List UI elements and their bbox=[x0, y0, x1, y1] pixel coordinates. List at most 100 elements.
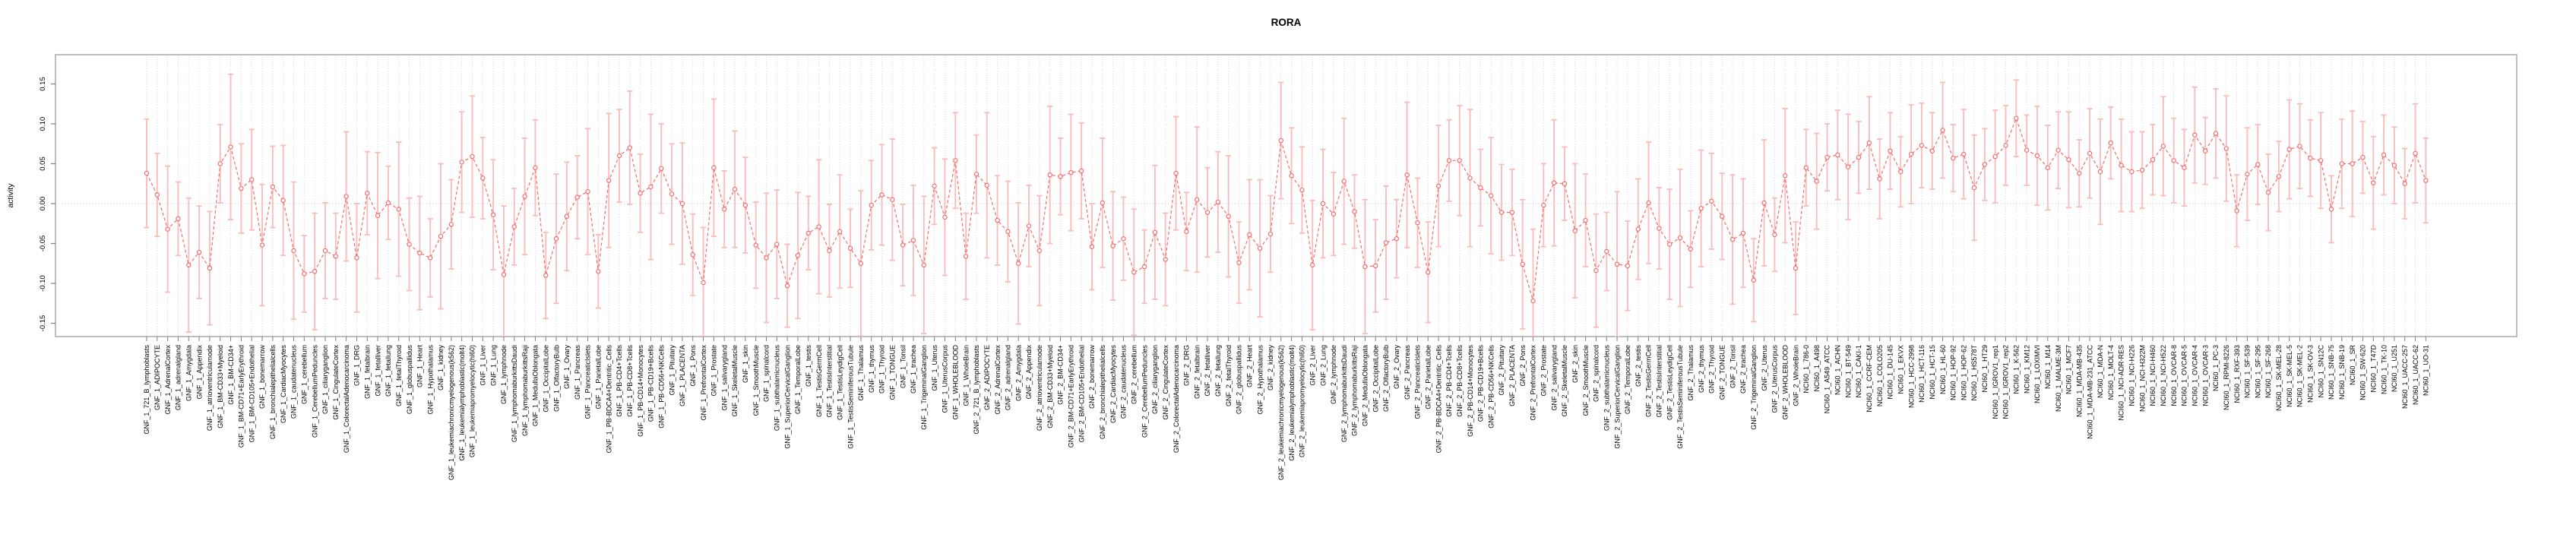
x-tick-label: GNF_1_atrioventricularnode bbox=[206, 345, 214, 431]
data-point bbox=[2045, 165, 2050, 170]
x-tick-label: GNF_2_Ovary bbox=[1393, 345, 1400, 390]
x-tick-label: GNF_1_leukemialymphoblastic(molt4) bbox=[458, 345, 466, 461]
data-point bbox=[207, 265, 213, 271]
y-axis-label: activity bbox=[6, 183, 15, 208]
x-tick-label: GNF_2_TONGUE bbox=[1719, 345, 1726, 400]
data-point bbox=[1992, 153, 1998, 160]
data-point bbox=[1971, 185, 1977, 191]
data-point bbox=[1257, 245, 1263, 251]
data-point bbox=[722, 207, 727, 212]
data-layer bbox=[144, 73, 2429, 337]
x-tick-label: NCI60_1_NCI-ADR-RES bbox=[2118, 345, 2125, 421]
data-point bbox=[2213, 131, 2219, 136]
data-point bbox=[2371, 180, 2376, 185]
data-point bbox=[2087, 150, 2093, 157]
x-tick-label: GNF_1_Pancreas bbox=[574, 345, 581, 400]
x-tick-label: NCI60_1_NCI-H460 bbox=[2149, 345, 2157, 406]
data-point bbox=[596, 269, 601, 274]
x-tick-label: GNF_2_Lung bbox=[1319, 345, 1327, 386]
data-point bbox=[270, 184, 276, 190]
x-tick-label: GNF_1_SkeletalMuscle bbox=[731, 345, 739, 417]
data-point bbox=[1446, 158, 1452, 163]
x-tick-label: GNF_2_Thalamus bbox=[1687, 345, 1695, 401]
x-tick-label: GNF_1_PrefrontalCortex bbox=[700, 345, 707, 421]
x-tick-label: NCI60_1_SF-295 bbox=[2254, 345, 2261, 398]
x-tick-label: GNF_1_WholeBrain bbox=[962, 345, 970, 406]
data-point bbox=[1383, 240, 1389, 245]
data-point bbox=[690, 252, 695, 258]
x-tick-label: GNF_2_leukemiapromyelocytic(hl60) bbox=[1299, 345, 1306, 457]
data-point bbox=[837, 229, 843, 234]
data-point bbox=[764, 255, 769, 261]
x-tick-label: GNF_1_lymphomaburkittsDaudi bbox=[511, 345, 518, 442]
x-tick-label: GNF_1_adrenalgland bbox=[175, 345, 182, 410]
x-tick-label: GNF_2_ADIPOCYTE bbox=[983, 345, 991, 410]
data-point bbox=[1551, 180, 1557, 185]
x-tick-label: GNF_1_SuperiorCervicalGanglion bbox=[783, 345, 791, 449]
x-tick-label: GNF_2_ColorectalAdenocarcinoma bbox=[1172, 345, 1180, 453]
x-tick-label: GNF_1_PLACENTA bbox=[679, 345, 686, 406]
x-tick-label: GNF_1_721_B_lymphoblasts bbox=[143, 345, 150, 435]
data-point bbox=[2171, 158, 2176, 163]
x-tick-label: GNF_1_Pons bbox=[689, 345, 697, 387]
x-tick-label: GNF_2_PrefrontalCortex bbox=[1530, 345, 1537, 421]
data-point bbox=[1666, 242, 1673, 247]
x-tick-label: NCI60_1_HOP-92 bbox=[1950, 345, 1957, 400]
data-point bbox=[1426, 270, 1431, 275]
data-point bbox=[574, 194, 580, 200]
x-tick-label: GNF_2_subthalamicnucleus bbox=[1603, 345, 1610, 432]
x-tick-label: GNF_1_BM-CD33+Myeloid bbox=[217, 345, 224, 428]
x-tick-label: GNF_2_Uterus bbox=[1761, 345, 1768, 391]
data-point bbox=[1877, 176, 1882, 182]
data-point bbox=[1341, 179, 1347, 184]
x-tick-label: GNF_2_fetalThyroid bbox=[1225, 345, 1233, 406]
data-point bbox=[1362, 264, 1368, 270]
x-tick-label: NCI60_1_IGROV1_rep2 bbox=[2002, 345, 2010, 419]
x-tick-label: GNF_2_DRG bbox=[1183, 345, 1191, 386]
x-tick-label: GNF_1_CingulateCortex bbox=[332, 345, 340, 420]
x-tick-label: GNF_2_PB-CD14+Monocytes bbox=[1467, 345, 1474, 437]
x-tick-label: GNF_2_BM-CD33+Myeloid bbox=[1046, 345, 1054, 428]
x-tick-label: NCI60_1_SK-MEL-5 bbox=[2286, 345, 2293, 407]
data-point bbox=[438, 233, 444, 239]
data-point bbox=[1047, 172, 1052, 178]
data-point bbox=[2391, 163, 2397, 168]
data-point bbox=[2182, 165, 2187, 170]
data-point bbox=[1761, 200, 1767, 206]
x-tick-label: GNF_2_BM-CD105+Endothelial bbox=[1078, 345, 1085, 442]
data-point bbox=[1688, 246, 1694, 252]
x-tick-label: GNF_2_Prostate bbox=[1540, 345, 1548, 397]
x-tick-label: NCI60_1_K-562 bbox=[2013, 345, 2021, 394]
data-point bbox=[1089, 244, 1095, 249]
data-point bbox=[679, 201, 685, 207]
x-tick-label: GNF_2_PancreaticIslets bbox=[1414, 345, 1422, 419]
x-tick-label: GNF_1_PB-CD8+Tcells bbox=[626, 345, 634, 417]
data-point bbox=[942, 214, 948, 220]
data-point bbox=[995, 217, 1000, 223]
x-tick-label: NCI60_1_UACC-62 bbox=[2412, 345, 2419, 405]
x-tick-label: NCI60_1_RXF-393 bbox=[2233, 345, 2241, 403]
data-point bbox=[847, 245, 853, 251]
x-tick-label: GNF_2_testis bbox=[1635, 345, 1642, 387]
x-tick-label: GNF_1_Hypothalamus bbox=[426, 345, 434, 415]
x-tick-label: NCI60_1_OVCAR-3 bbox=[2201, 345, 2209, 406]
x-tick-label: GNF_1_PB-BDCA4+Dentritic_Cells bbox=[605, 345, 612, 454]
data-point bbox=[1898, 169, 1904, 175]
x-tick-label: GNF_1_TestisSeminiferousTubule bbox=[847, 345, 854, 449]
data-point bbox=[2413, 150, 2418, 157]
data-point bbox=[1278, 138, 1283, 144]
data-point bbox=[1740, 230, 1746, 236]
x-tick-label: GNF_1_Ovary bbox=[563, 345, 571, 390]
data-point bbox=[1583, 217, 1588, 223]
x-tick-label: NCI60_1_CCRF-CEM bbox=[1866, 345, 1873, 413]
chart-title: RORA bbox=[1271, 17, 1302, 28]
x-tick-label: GNF_2_adrenalgland bbox=[1005, 345, 1012, 410]
data-point bbox=[2119, 163, 2124, 168]
x-tick-label: GNF_2_kidney bbox=[1267, 345, 1274, 391]
data-point bbox=[2255, 162, 2261, 167]
x-tick-label: GNF_1_PB-CD14+Monocytes bbox=[637, 345, 644, 437]
x-tick-label: GNF_1_lymphnode bbox=[500, 345, 508, 404]
x-tick-label: NCI60_1_HL-60 bbox=[1939, 345, 1947, 394]
x-tick-label: NCI60_1_M14 bbox=[2044, 345, 2052, 389]
